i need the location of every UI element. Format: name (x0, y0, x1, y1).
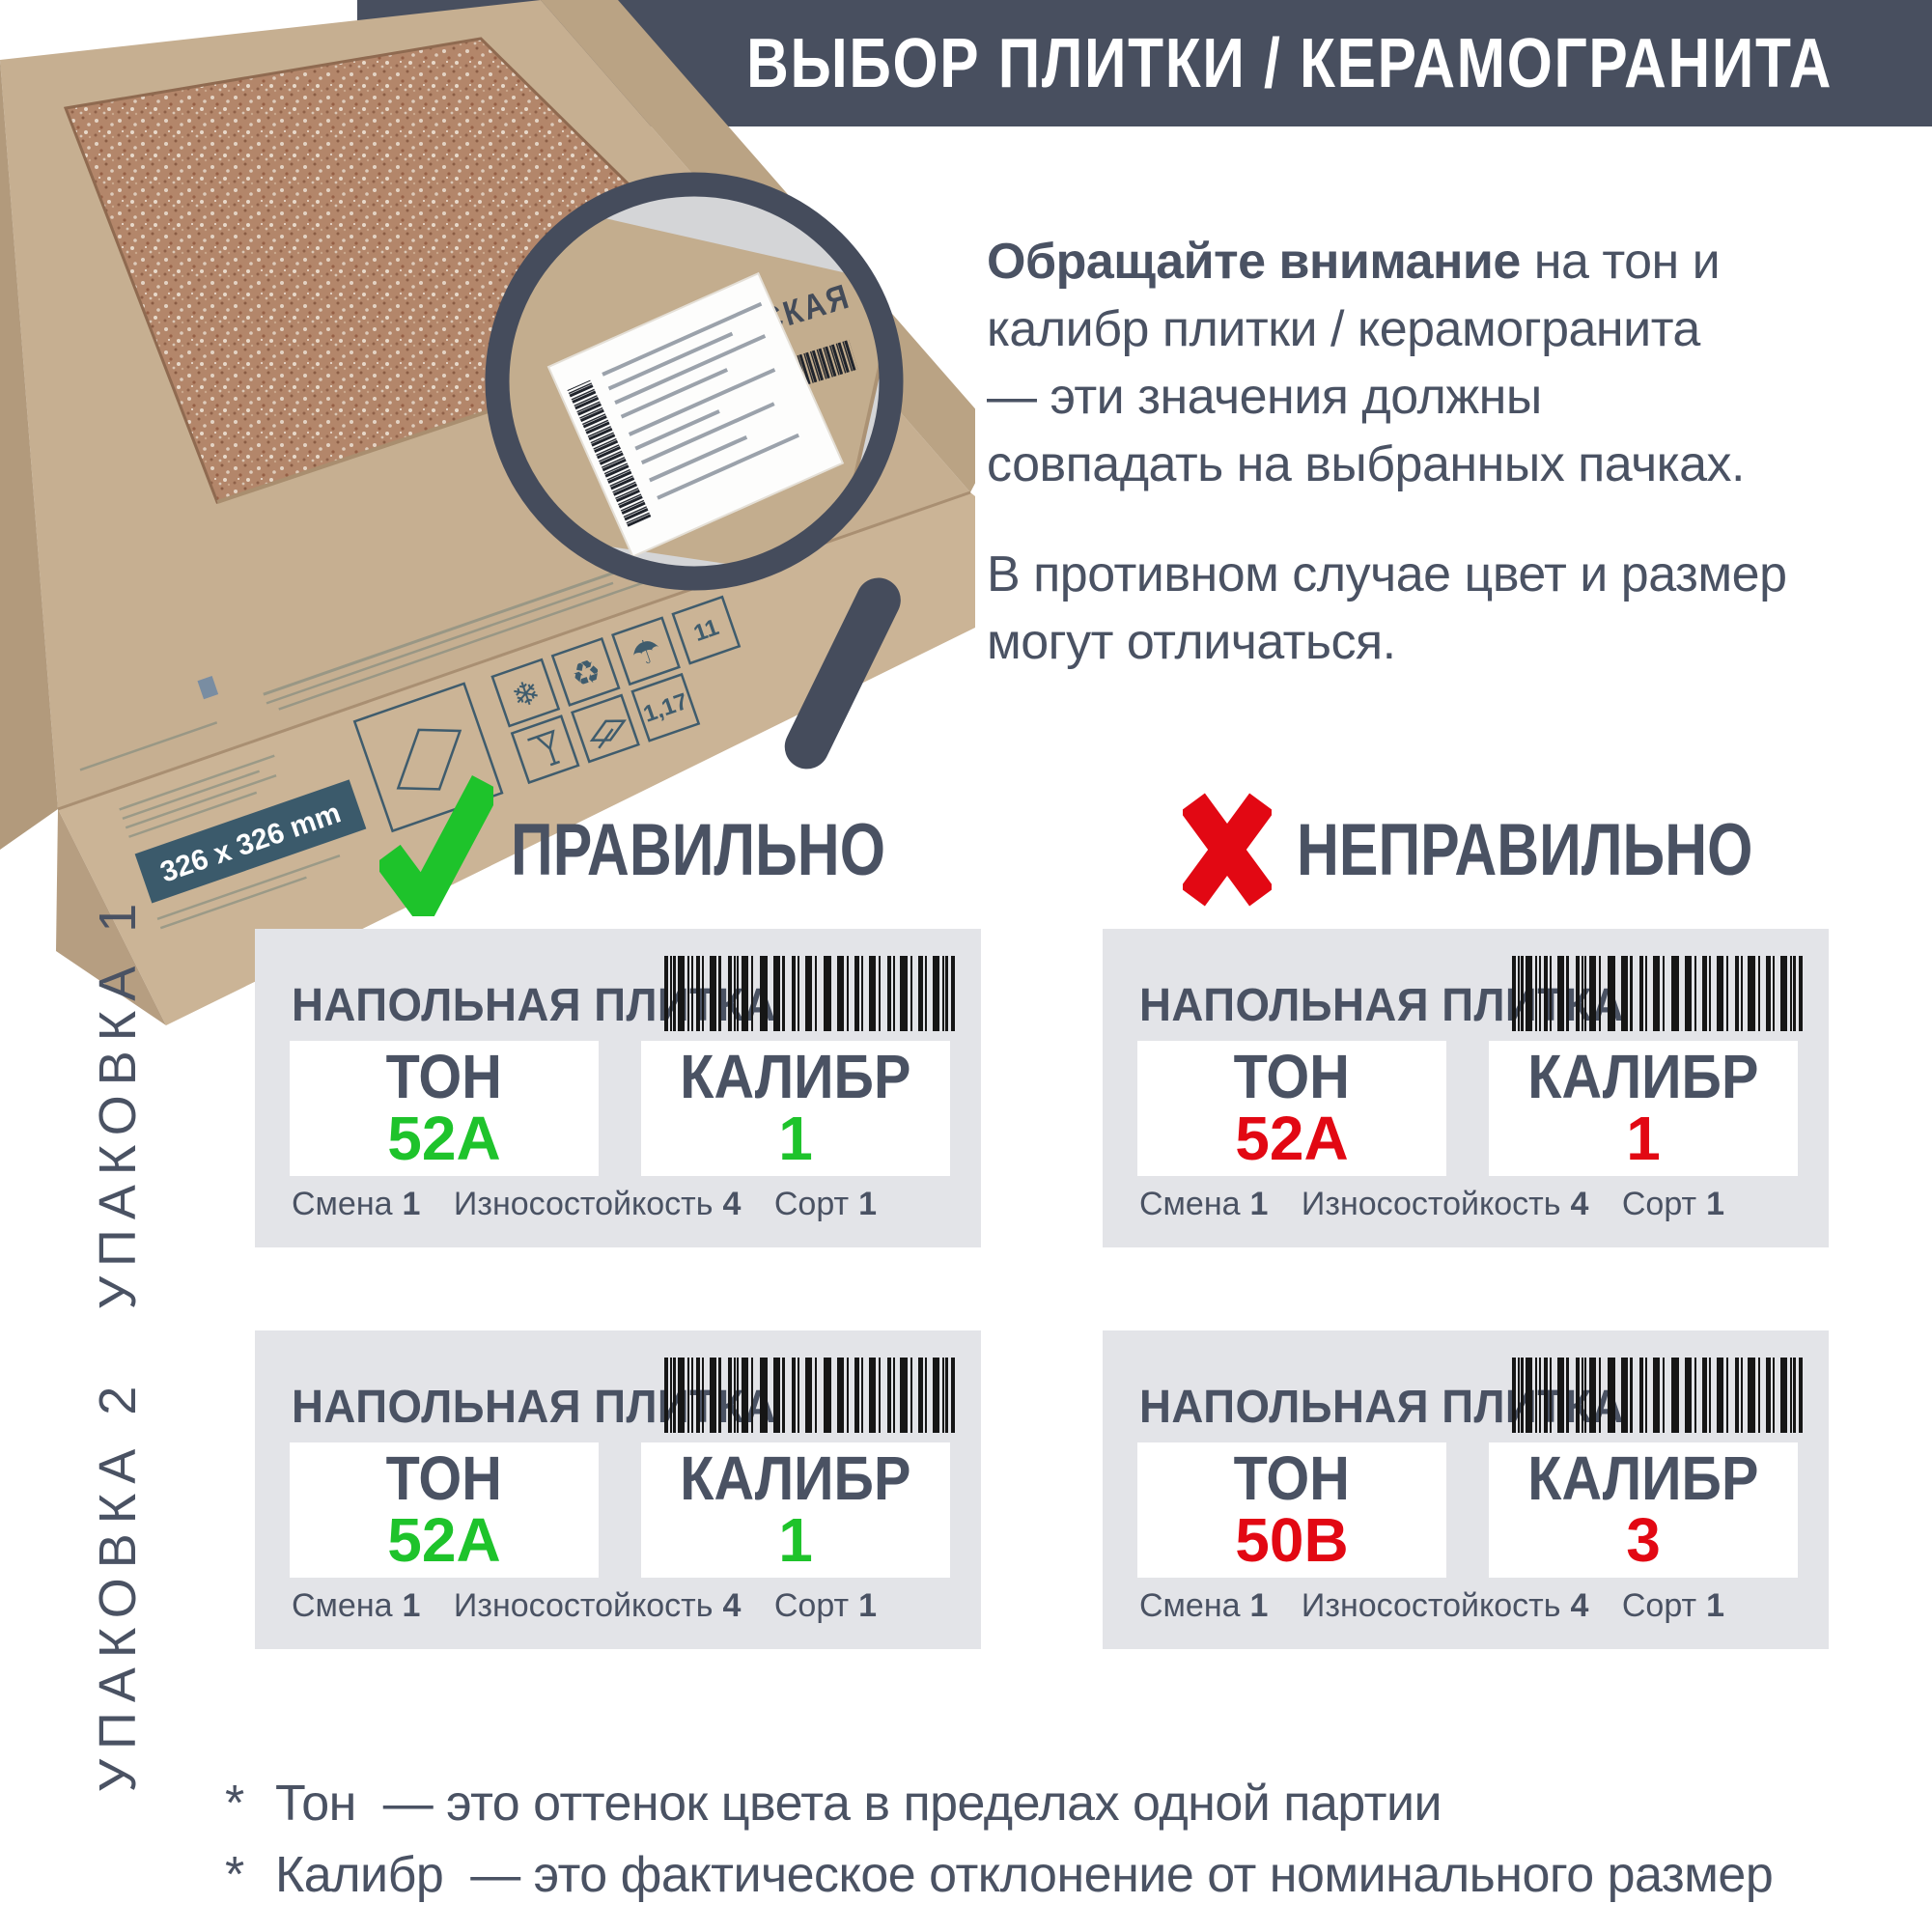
intro-line: совпадать на выбранных пачках. (987, 436, 1745, 492)
stat-wear: Износостойкость 4 (1301, 1587, 1589, 1624)
top-face-print (79, 560, 648, 771)
tile-icon (396, 728, 462, 791)
footnote-marker: * (225, 1847, 245, 1903)
stat-grade: Сорт 1 (1621, 1587, 1724, 1624)
intro-line: Обращайте внимание на тон и (987, 234, 1721, 290)
box-left-sliver (0, 60, 58, 850)
ton-box: ТОН 50В (1137, 1442, 1446, 1578)
magnifier: КЕРАМИЧЕСКАЯ ПЛИТКА (485, 172, 904, 770)
stat-shift: Смена 1 (292, 1587, 421, 1624)
caliber-box: КАЛИБР 1 (641, 1041, 950, 1176)
cardboard-box: 326 x 326 mm ❄ ♻ ☂ (0, 0, 975, 1025)
correct-section-header: ПРАВИЛЬНО (379, 772, 979, 927)
card-stats: Смена 1 Износостойкость 4 Сорт 1 (292, 1587, 877, 1625)
caliber-value: 1 (1626, 1104, 1661, 1173)
footnote-caliber: * Калибр — это фактическое отклонение от… (225, 1847, 1774, 1903)
lens-label-barcode (567, 379, 652, 527)
ton-value: 52А (387, 1505, 501, 1575)
stat-wear: Износостойкость 4 (453, 1186, 742, 1222)
label-card-pack1-wrong: НАПОЛЬНАЯ ПЛИТКА ТОН 52А КАЛИБР 1 Смена 1… (1103, 929, 1829, 1247)
page-title: ВЫБОР ПЛИТКИ / КЕРАМОГРАНИТА (745, 24, 1834, 102)
box-bottom-wedge (56, 809, 166, 1025)
tile-box-photo: 326 x 326 mm ❄ ♻ ☂ (0, 0, 975, 1025)
card-stats: Смена 1 Износостойкость 4 Сорт 1 (1139, 1186, 1724, 1223)
stat-shift: Смена 1 (1139, 1587, 1269, 1624)
footnote-marker: * (225, 1776, 245, 1832)
caliber-value: 1 (778, 1104, 813, 1173)
size-band (134, 779, 367, 904)
caliber-label: КАЛИБР (1527, 1042, 1759, 1111)
barcode (1512, 956, 1804, 1031)
check-icon (379, 775, 493, 916)
stat-grade: Сорт 1 (1621, 1186, 1724, 1222)
caliber-box: КАЛИБР 1 (1489, 1041, 1798, 1176)
ton-value: 50В (1235, 1505, 1349, 1575)
correct-label: ПРАВИЛЬНО (511, 808, 885, 891)
fragile-glass-icon (527, 729, 561, 767)
intro-lead: Обращайте внимание (987, 234, 1521, 290)
intro-line: калибр плитки / керамогранита (987, 301, 1700, 357)
caliber-value: 1 (778, 1505, 813, 1575)
row-label-pack-2: УПАКОВКА 2 (89, 1376, 147, 1793)
barcode (1512, 1358, 1804, 1433)
cross-icon (1183, 793, 1272, 907)
tile-icon-frame (352, 682, 504, 833)
print-icon-squares (352, 595, 742, 833)
barcode (664, 1358, 956, 1433)
print-logo-mark (197, 676, 219, 700)
caliber-box: КАЛИБР 1 (641, 1442, 950, 1578)
stat-wear: Износостойкость 4 (453, 1587, 742, 1624)
intro-line: В противном случае цвет и размер (987, 546, 1787, 602)
stat-grade: Сорт 1 (773, 1186, 877, 1222)
wrong-label: НЕПРАВИЛЬНО (1297, 808, 1753, 891)
ton-box: ТОН 52А (290, 1442, 599, 1578)
ton-box: ТОН 52А (1137, 1041, 1446, 1176)
card-stats: Смена 1 Износостойкость 4 Сорт 1 (292, 1186, 877, 1223)
row-label-pack-1: УПАКОВКА 1 (89, 893, 147, 1310)
caliber-label: КАЛИБР (680, 1443, 911, 1513)
ton-label: ТОН (1233, 1443, 1351, 1513)
caliber-label: КАЛИБР (680, 1042, 911, 1111)
lens-label (546, 271, 845, 558)
intro-line: могут отличаться. (987, 614, 1396, 670)
stat-grade: Сорт 1 (773, 1587, 877, 1624)
footnotes: * Тон — это оттенок цвета в пределах одн… (225, 1775, 1774, 1918)
ton-box: ТОН 52А (290, 1041, 599, 1176)
stat-shift: Смена 1 (292, 1186, 421, 1222)
ton-label: ТОН (385, 1042, 503, 1111)
caliber-value: 3 (1626, 1505, 1661, 1575)
tile-stack-icon (589, 719, 627, 749)
lens-label-text-lines (602, 301, 799, 500)
box-front-face (58, 492, 975, 1025)
caliber-box: КАЛИБР 3 (1489, 1442, 1798, 1578)
barcode (664, 956, 956, 1031)
footnote-ton: * Тон — это оттенок цвета в пределах одн… (225, 1776, 1442, 1832)
ton-value: 52А (1235, 1104, 1349, 1173)
ton-label: ТОН (1233, 1042, 1351, 1111)
label-card-pack2-wrong: НАПОЛЬНАЯ ПЛИТКА ТОН 50В КАЛИБР 3 Смена 1… (1103, 1330, 1829, 1649)
caliber-label: КАЛИБР (1527, 1443, 1759, 1513)
label-card-pack2-correct: НАПОЛЬНАЯ ПЛИТКА ТОН 52А КАЛИБР 1 Смена 1… (255, 1330, 981, 1649)
ton-label: ТОН (385, 1443, 503, 1513)
magnifier-ring (485, 172, 904, 591)
intro-text: Обращайте внимание на тон и калибр плитк… (987, 228, 1914, 676)
label-card-pack1-correct: НАПОЛЬНАЯ ПЛИТКА ТОН 52А КАЛИБР 1 Смена 1… (255, 929, 981, 1247)
magnifier-handle (784, 577, 901, 770)
ton-value: 52А (387, 1104, 501, 1173)
lens-content: КЕРАМИЧЕСКАЯ ПЛИТКА (499, 186, 889, 576)
stat-wear: Износостойкость 4 (1301, 1186, 1589, 1222)
stat-shift: Смена 1 (1139, 1186, 1269, 1222)
intro-line: — эти значения должны (987, 369, 1542, 425)
wrong-section-header: НЕПРАВИЛЬНО (1183, 772, 1867, 927)
card-stats: Смена 1 Износостойкость 4 Сорт 1 (1139, 1587, 1724, 1625)
